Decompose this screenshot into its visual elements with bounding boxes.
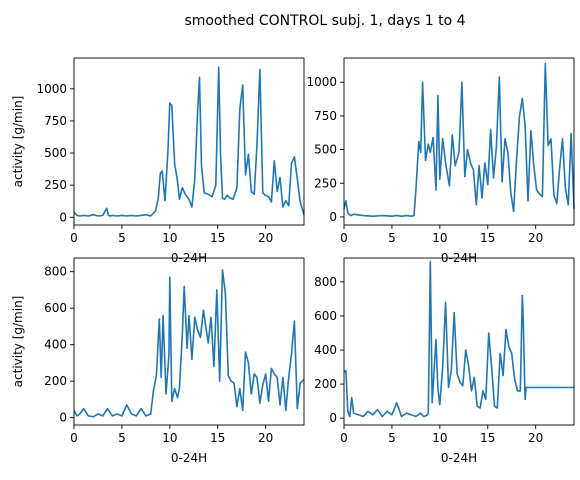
x-tick-label: 15 xyxy=(210,431,225,445)
axes-frame xyxy=(73,57,305,226)
y-tick-label: 0 xyxy=(329,411,337,425)
series-line-day-3 xyxy=(73,269,305,418)
y-tick-label: 200 xyxy=(44,374,67,388)
y-tick-label: 1000 xyxy=(306,75,337,89)
y-axis-label: activity [g/min] xyxy=(11,296,25,388)
x-axis-label: 0-24H xyxy=(171,451,207,465)
y-tick-label: 400 xyxy=(44,338,67,352)
y-tick-label: 750 xyxy=(44,114,67,128)
axes-frame xyxy=(343,257,575,426)
y-tick-label: 400 xyxy=(314,343,337,357)
y-tick-label: 800 xyxy=(314,275,337,289)
series-line-day-1 xyxy=(73,66,305,217)
y-tick-label: 250 xyxy=(314,176,337,190)
x-tick-label: 20 xyxy=(258,231,273,245)
x-tick-label: 15 xyxy=(480,431,495,445)
axes-frame xyxy=(73,257,305,426)
series-line-day-4 xyxy=(343,260,574,418)
y-tick-label: 600 xyxy=(314,309,337,323)
x-tick-label: 0 xyxy=(340,231,348,245)
x-tick-label: 20 xyxy=(528,431,543,445)
x-tick-label: 20 xyxy=(528,231,543,245)
y-tick-label: 800 xyxy=(44,265,67,279)
x-tick-label: 5 xyxy=(388,431,396,445)
y-axis-label: activity [g/min] xyxy=(11,96,25,188)
x-axis-label: 0-24H xyxy=(441,451,477,465)
x-tick-label: 20 xyxy=(258,431,273,445)
x-tick-label: 10 xyxy=(162,431,177,445)
y-tick-label: 500 xyxy=(44,146,67,160)
series-line-day-2 xyxy=(343,62,575,217)
y-tick-label: 750 xyxy=(314,109,337,123)
x-tick-label: 5 xyxy=(118,431,126,445)
axes-frame xyxy=(343,57,575,226)
x-tick-label: 5 xyxy=(388,231,396,245)
y-tick-label: 200 xyxy=(314,377,337,391)
x-tick-label: 10 xyxy=(162,231,177,245)
y-tick-label: 1000 xyxy=(36,82,67,96)
y-tick-label: 600 xyxy=(44,301,67,315)
x-tick-label: 0 xyxy=(70,431,78,445)
y-tick-label: 0 xyxy=(59,210,67,224)
x-tick-label: 5 xyxy=(118,231,126,245)
x-tick-label: 0 xyxy=(70,231,78,245)
x-tick-label: 15 xyxy=(480,231,495,245)
y-tick-label: 500 xyxy=(314,143,337,157)
y-tick-label: 250 xyxy=(44,178,67,192)
y-tick-label: 0 xyxy=(59,411,67,425)
figure-title: smoothed CONTROL subj. 1, days 1 to 4 xyxy=(184,13,465,29)
x-tick-label: 10 xyxy=(432,231,447,245)
x-tick-label: 15 xyxy=(210,231,225,245)
y-tick-label: 0 xyxy=(329,210,337,224)
x-tick-label: 0 xyxy=(340,431,348,445)
x-tick-label: 10 xyxy=(432,431,447,445)
